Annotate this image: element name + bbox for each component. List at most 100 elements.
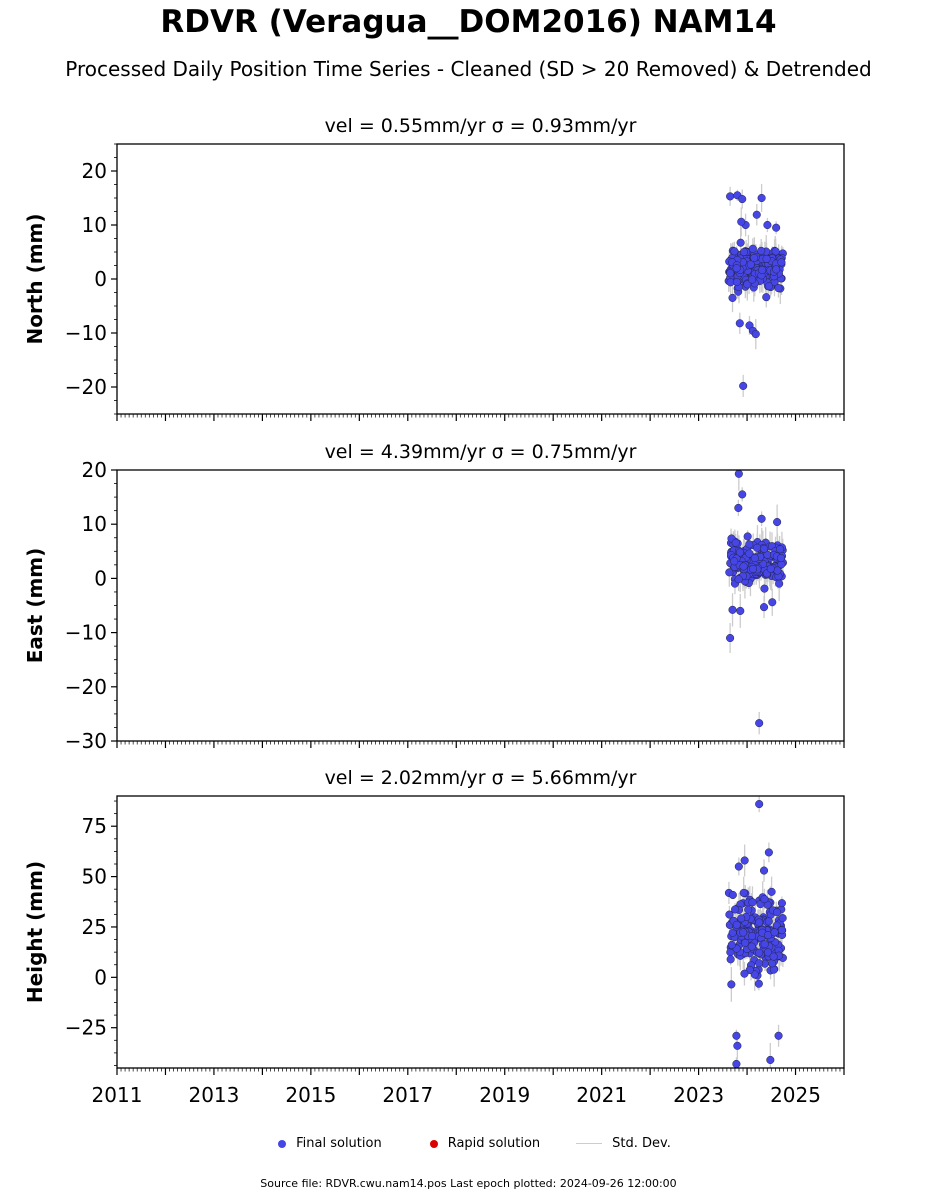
data-point xyxy=(739,928,748,937)
data-point xyxy=(748,244,757,253)
panel-title: vel = 4.39mm/yr σ = 0.75mm/yr xyxy=(325,441,637,463)
y-tick-label: −10 xyxy=(65,321,107,345)
data-point xyxy=(735,548,745,557)
legend-std: Std. Dev. xyxy=(576,1136,671,1151)
data-point xyxy=(777,926,786,935)
data-point xyxy=(766,1055,775,1064)
data-point xyxy=(768,598,777,607)
y-tick-label: 10 xyxy=(82,213,107,237)
data-point xyxy=(755,959,764,968)
data-point xyxy=(731,538,740,547)
data-point xyxy=(763,220,772,230)
data-point xyxy=(726,192,735,201)
data-point xyxy=(728,890,737,900)
panel-2: vel = 4.39mm/yr σ = 0.75mm/yr East (mm) −3… xyxy=(23,441,845,753)
y-axis-label: Height (mm) xyxy=(23,861,47,1003)
x-tick-label: 2021 xyxy=(576,1083,627,1107)
data-point xyxy=(775,579,784,588)
data-point xyxy=(764,282,773,291)
data-point xyxy=(739,562,748,571)
data-point xyxy=(739,247,749,257)
data-point xyxy=(734,469,743,478)
data-point xyxy=(728,293,737,302)
data-point xyxy=(773,517,782,527)
panel-title: vel = 2.02mm/yr σ = 5.66mm/yr xyxy=(325,767,637,789)
data-point xyxy=(760,544,769,553)
legend-final-marker xyxy=(278,1139,287,1148)
data-point xyxy=(736,238,745,247)
y-tick-label: 10 xyxy=(82,512,107,536)
data-point xyxy=(769,952,778,961)
data-point xyxy=(735,319,744,328)
data-point xyxy=(752,210,761,219)
data-point xyxy=(747,942,756,951)
data-point xyxy=(726,955,735,964)
data-point xyxy=(762,293,771,302)
data-point xyxy=(730,557,739,566)
data-point xyxy=(740,856,749,865)
y-tick-label: 50 xyxy=(82,865,107,889)
plot-frame xyxy=(116,469,845,742)
data-point xyxy=(772,265,781,274)
data-point xyxy=(746,260,755,269)
page-subtitle: Processed Daily Position Time Series - C… xyxy=(65,57,872,81)
data-point xyxy=(755,948,764,957)
data-point xyxy=(764,848,773,857)
x-tick-label: 2017 xyxy=(382,1083,433,1107)
y-axis-label: North (mm) xyxy=(23,213,47,344)
data-point xyxy=(776,545,785,554)
data-point xyxy=(773,908,782,917)
y-tick-label: 0 xyxy=(94,566,107,590)
data-point xyxy=(750,970,759,979)
data-point xyxy=(762,254,771,263)
legend-rapid: Rapid solution xyxy=(418,1136,540,1151)
x-tick-label: 2019 xyxy=(479,1083,530,1107)
data-point xyxy=(755,800,764,809)
page-title: RDVR (Veragua__DOM2016) NAM14 xyxy=(160,4,777,40)
data-point xyxy=(736,606,745,615)
data-point xyxy=(744,905,753,914)
data-point xyxy=(741,938,750,947)
data-point xyxy=(733,1041,742,1050)
data-point xyxy=(740,969,749,978)
legend-final-label: Final solution xyxy=(296,1136,382,1151)
data-point xyxy=(764,917,773,926)
data-point xyxy=(757,193,766,203)
data-point xyxy=(732,277,741,287)
data-point xyxy=(727,940,736,949)
data-point xyxy=(745,549,754,558)
data-point xyxy=(727,980,736,989)
data-point xyxy=(753,543,762,552)
data-point xyxy=(770,928,779,937)
y-tick-label: 0 xyxy=(94,965,107,989)
x-tick-label: 2015 xyxy=(285,1083,336,1107)
data-point xyxy=(767,887,776,896)
y-tick-label: 0 xyxy=(94,267,107,291)
data-point xyxy=(768,959,777,968)
data-point xyxy=(737,217,746,226)
data-point xyxy=(734,862,743,871)
data-point xyxy=(739,381,748,390)
data-point xyxy=(732,920,741,929)
data-point xyxy=(739,888,748,897)
data-point xyxy=(738,195,747,204)
y-tick-label: 20 xyxy=(82,458,107,482)
data-point xyxy=(758,265,767,275)
data-point xyxy=(774,284,783,293)
data-point xyxy=(778,914,787,923)
y-tick-label: −20 xyxy=(65,375,107,399)
data-point xyxy=(743,280,752,289)
data-point xyxy=(751,330,760,339)
data-point xyxy=(777,258,786,267)
data-point xyxy=(773,566,782,575)
data-point xyxy=(748,564,758,573)
data-point xyxy=(730,247,739,256)
y-tick-label: 20 xyxy=(82,159,107,183)
x-tick-label: 2025 xyxy=(770,1083,821,1107)
data-point xyxy=(766,564,775,573)
data-point xyxy=(745,540,754,549)
data-point xyxy=(776,554,786,563)
data-point xyxy=(748,898,757,907)
y-tick-label: −30 xyxy=(65,729,107,753)
